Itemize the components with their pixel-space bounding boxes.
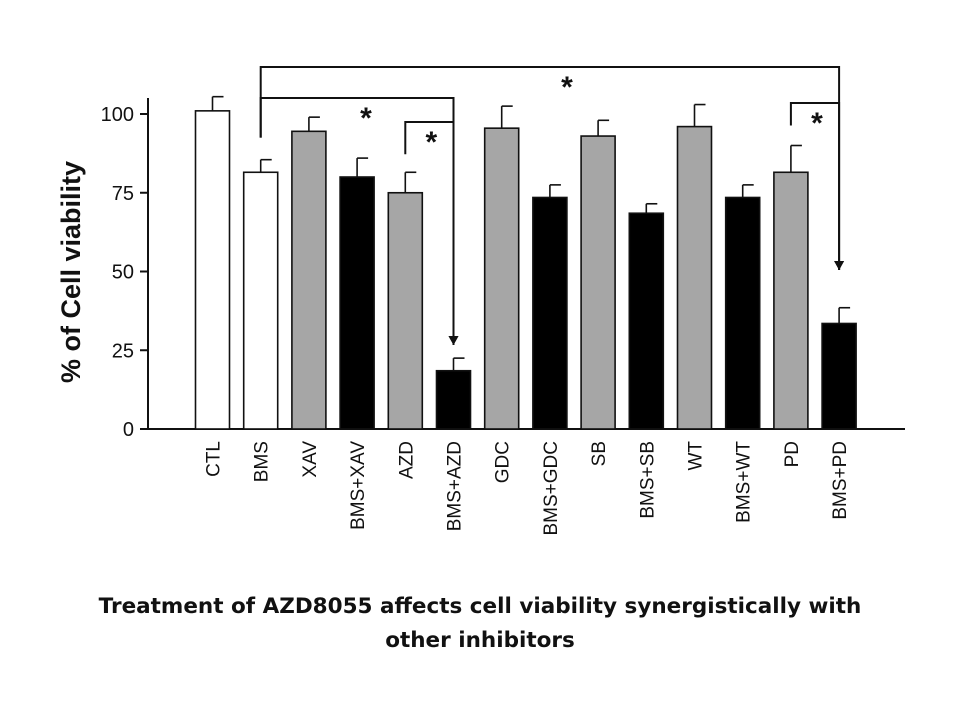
y-tick-label: 0 [123, 419, 134, 441]
bar-azd [387, 191, 424, 430]
x-tick-label: WT [686, 441, 707, 471]
bar-gdc [483, 127, 520, 430]
x-tick-label: BMS+WT [734, 441, 755, 523]
x-tick-label: BMS+AZD [445, 441, 466, 531]
caption-line-2: other inhibitors [385, 628, 575, 653]
bracket-arrowhead [834, 261, 845, 270]
y-tick-label: 50 [112, 262, 134, 284]
figure-caption: Treatment of AZD8055 affects cell viabil… [0, 590, 960, 658]
y-tick-label: 25 [112, 340, 134, 362]
bar-xav [291, 130, 327, 430]
y-tick-label: 100 [101, 104, 134, 126]
significance-bracket [404, 121, 455, 345]
significance-star: * [561, 71, 573, 104]
x-tick-label: BMS+SB [637, 441, 658, 519]
significance-star: * [426, 126, 438, 159]
significance-brackets: * * * * [259, 66, 845, 345]
bar-bms-plus-gdc [532, 196, 568, 430]
x-tick-label: PD [782, 441, 803, 467]
bracket-arrowhead [448, 336, 459, 345]
bar-bms [242, 171, 279, 430]
error-bars [211, 95, 851, 371]
bar-bms-plus-pd [821, 322, 857, 430]
x-tick-label: BMS+PD [830, 441, 851, 520]
bar-wt [676, 125, 713, 430]
bar-ctl [194, 110, 231, 430]
bar-bms-plus-wt [724, 196, 761, 430]
bar-pd [773, 171, 809, 430]
x-tick-label: XAV [300, 441, 321, 478]
y-tick-label: 75 [112, 183, 134, 205]
significance-bracket [789, 102, 841, 270]
x-tick-label: BMS+GDC [541, 441, 562, 536]
caption-line-1: Treatment of AZD8055 affects cell viabil… [98, 594, 862, 619]
x-tick-label: BMS [252, 441, 273, 482]
x-tick-label: SB [589, 441, 610, 466]
bar-sb [580, 135, 616, 430]
x-tick-label: GDC [493, 441, 514, 483]
bar-chart: 0 25 50 75 100 * * * * CTL BMS XAV BMS+XAV AZD BMS+A… [56, 66, 905, 536]
x-tick-label: AZD [396, 441, 417, 479]
y-axis-label: % of Cell viability [56, 161, 86, 383]
significance-star: * [811, 107, 823, 140]
x-tick-label: BMS+XAV [348, 441, 369, 530]
bar-bms-plus-azd [435, 369, 472, 430]
x-tick-labels: CTL BMS XAV BMS+XAV AZD BMS+AZD GDC BMS+GDC SB BM… [204, 441, 852, 536]
bar-bms-plus-xav [339, 176, 375, 430]
bars [194, 110, 857, 430]
significance-star: * [360, 102, 372, 135]
x-tick-label: CTL [204, 441, 225, 477]
bar-bms-plus-sb [628, 212, 665, 430]
